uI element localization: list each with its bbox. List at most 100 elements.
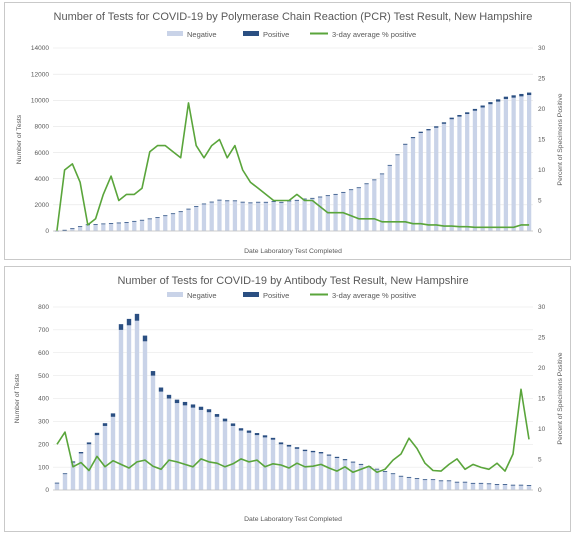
- bar-positive: [206, 409, 212, 413]
- bar-negative: [54, 483, 60, 490]
- bar-positive: [358, 463, 364, 465]
- bar-positive: [286, 444, 292, 447]
- bar-negative: [147, 219, 152, 231]
- bar-positive: [279, 201, 284, 203]
- bar-positive: [472, 108, 478, 111]
- bar-negative: [519, 96, 524, 231]
- bar-negative: [510, 484, 516, 490]
- bar-negative: [342, 460, 348, 490]
- bar-negative: [78, 453, 84, 490]
- bar-negative: [398, 476, 404, 490]
- bar-negative: [430, 479, 436, 490]
- bar-positive: [217, 199, 222, 201]
- bar-negative: [93, 224, 98, 231]
- bar-positive: [494, 484, 500, 485]
- legend-label-negative: Negative: [187, 291, 217, 300]
- bar-positive: [278, 442, 284, 445]
- bar-positive: [209, 201, 214, 203]
- y-tick-label: 500: [38, 373, 49, 380]
- bar-positive: [94, 432, 100, 436]
- bar-positive: [238, 428, 244, 431]
- bar-positive: [170, 213, 176, 215]
- bar-positive: [86, 442, 92, 445]
- bar-negative: [62, 473, 68, 490]
- bar-negative: [209, 202, 214, 231]
- bar-positive: [230, 423, 236, 426]
- y2-tick-label: 15: [538, 137, 546, 144]
- bar-positive: [214, 414, 220, 417]
- bar-positive: [150, 371, 156, 376]
- bar-negative: [124, 222, 129, 231]
- legend-label-negative: Negative: [187, 30, 217, 39]
- bar-positive: [430, 479, 436, 481]
- bar-positive: [248, 202, 253, 204]
- bar-positive: [486, 483, 492, 485]
- bar-negative: [364, 183, 369, 231]
- bar-positive: [325, 195, 330, 197]
- bar-negative: [214, 416, 220, 490]
- bar-negative: [372, 180, 377, 231]
- y-tick-label: 800: [38, 304, 49, 311]
- bar-negative: [502, 484, 508, 490]
- bar-positive: [254, 433, 260, 436]
- bar-positive: [240, 201, 245, 203]
- bar-negative: [503, 98, 509, 231]
- y2-tick-label: 0: [538, 228, 542, 235]
- bar-positive: [480, 105, 485, 108]
- bar-positive: [334, 456, 340, 458]
- bar-positive: [158, 387, 164, 392]
- y2-tick-label: 20: [538, 106, 546, 113]
- bar-positive: [342, 459, 348, 461]
- bar-negative: [310, 452, 316, 490]
- bar-positive: [418, 131, 423, 133]
- bar-negative: [374, 469, 380, 490]
- y-tick-label: 8000: [35, 124, 50, 131]
- bar-positive: [356, 187, 361, 189]
- bar-positive: [387, 164, 392, 166]
- bar-positive: [496, 99, 501, 102]
- bar-negative: [238, 430, 244, 490]
- bar-negative: [232, 200, 238, 231]
- y2-axis-title: Percent of Specimens Positive: [557, 352, 564, 444]
- bar-negative: [395, 155, 400, 231]
- y2-tick-label: 15: [538, 396, 546, 403]
- bar-positive: [438, 480, 444, 482]
- bar-negative: [486, 483, 492, 490]
- bar-negative: [225, 200, 230, 231]
- bar-positive: [102, 423, 108, 426]
- bar-negative: [470, 483, 476, 490]
- bar-positive: [317, 196, 323, 198]
- x-axis-title: Date Laboratory Test Completed: [244, 516, 342, 523]
- bar-negative: [110, 416, 116, 490]
- bar-positive: [333, 193, 338, 195]
- bar-negative: [403, 144, 408, 231]
- bar-negative: [108, 223, 114, 231]
- bar-negative: [134, 320, 140, 490]
- bar-negative: [174, 403, 180, 490]
- bar-negative: [422, 479, 428, 490]
- bar-positive: [194, 206, 199, 207]
- bar-negative: [348, 189, 354, 231]
- bar-negative: [410, 138, 416, 231]
- bar-positive: [294, 447, 300, 449]
- bar-negative: [326, 455, 332, 490]
- y-tick-label: 300: [38, 419, 49, 426]
- legend-label-positive: Positive: [263, 291, 289, 300]
- bar-negative: [426, 130, 431, 231]
- bar-positive: [302, 449, 308, 452]
- y2-tick-label: 30: [538, 45, 546, 52]
- bar-positive: [510, 484, 516, 486]
- bar-negative: [318, 453, 324, 490]
- bar-negative: [478, 483, 484, 490]
- y2-tick-label: 10: [538, 167, 546, 174]
- bar-positive: [134, 313, 140, 321]
- bar-positive: [232, 200, 238, 202]
- bar-negative: [406, 477, 412, 490]
- bar-negative: [170, 214, 176, 231]
- bar-negative: [418, 132, 423, 231]
- bar-positive: [403, 143, 408, 145]
- bar-negative: [382, 471, 388, 490]
- y-tick-label: 6000: [35, 150, 50, 157]
- bar-positive: [222, 418, 228, 422]
- bar-positive: [77, 226, 83, 228]
